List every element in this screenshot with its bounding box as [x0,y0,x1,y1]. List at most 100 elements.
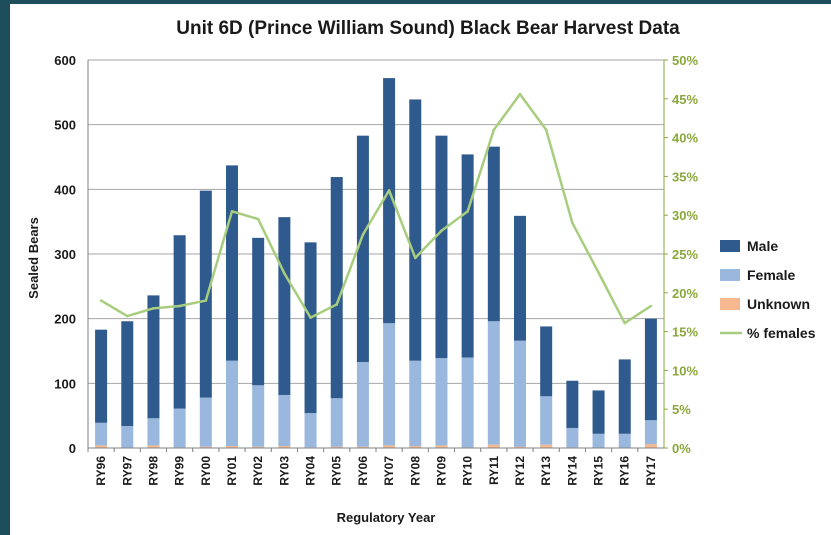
bar-unknown [540,444,553,448]
bar-female [644,420,657,445]
bar-unknown [644,444,657,448]
y2-tick-label: 0% [672,441,691,456]
y2-tick-label: 45% [672,92,698,107]
percent-females-point [387,189,391,192]
bar-male [409,99,422,361]
bar-unknown [147,445,160,448]
y-tick-label: 600 [54,53,76,68]
bar-unknown [383,445,396,448]
bar-male [330,177,343,399]
bar-male [121,321,134,427]
bar-male [461,154,474,358]
legend-swatch-female [720,269,740,281]
y2-tick-label: 20% [672,286,698,301]
x-tick-label: RY96 [94,456,108,486]
bar-unknown [514,446,526,448]
x-tick-label: RY11 [487,456,501,485]
y-tick-label: 300 [54,247,76,262]
bar-female [173,408,186,448]
bar-female [514,340,526,447]
y-axis-label: Sealed Bears [26,217,41,299]
x-tick-label: RY00 [199,456,213,486]
x-tick-label: RY97 [120,456,134,486]
percent-females-point [99,299,103,302]
bar-male [592,390,605,434]
x-tick-label: RY10 [461,456,475,486]
x-tick-label: RY98 [146,456,160,486]
bar-female [566,427,579,448]
y2-tick-label: 40% [672,131,698,146]
harvest-chart: Unit 6D (Prince William Sound) Black Bea… [26,18,816,525]
y-tick-label: 200 [54,312,76,327]
x-tick-label: RY02 [251,456,265,486]
bar-female [383,323,396,446]
percent-females-point [152,307,155,310]
x-tick-label: RY04 [304,456,318,486]
bar-female [356,361,369,447]
x-tick-label: RY12 [513,456,527,486]
bar-female [226,360,238,447]
x-tick-label: RY17 [644,456,658,486]
percent-females-point [125,314,129,318]
bar-male [435,135,448,359]
bar-unknown [199,446,212,448]
bar-male [278,217,291,395]
x-axis-label: Regulatory Year [337,510,436,525]
bar-male [514,215,526,341]
bar-female [252,385,265,447]
percent-females-point [256,217,260,221]
y2-tick-label: 35% [672,169,698,184]
percent-females-point [623,321,627,325]
percent-females-point [518,92,522,96]
y2-tick-label: 25% [672,247,698,262]
legend-label-percent-females: % females [747,325,816,341]
x-tick-label: RY14 [565,456,579,486]
bar-male [618,359,631,434]
bar-unknown [252,446,265,448]
percent-females-point [335,303,339,306]
y2-tick-label: 50% [672,53,698,68]
x-tick-label: RY08 [408,456,422,486]
bar-male [95,329,108,423]
legend-label-unknown: Unknown [747,296,810,312]
bars [95,78,657,448]
bar-female [435,358,448,446]
percent-females-point [649,304,653,308]
percent-females-point [361,233,365,236]
legend-label-female: Female [747,267,795,283]
bar-female [304,413,317,448]
x-tick-label: RY01 [225,456,239,486]
bar-female [278,394,291,447]
x-tick-label: RY05 [330,456,344,486]
chart-title: Unit 6D (Prince William Sound) Black Bea… [176,18,680,39]
y2-tick-label: 30% [672,208,698,223]
axes [87,59,668,452]
bar-male [252,237,265,386]
legend: Male Female Unknown % females [720,238,816,341]
percent-females-point [230,210,234,213]
percent-females-line [100,92,652,325]
bar-unknown [435,445,448,448]
bar-male [173,235,186,409]
bar-female [409,360,422,447]
bar-male [566,380,579,428]
bar-unknown [95,445,108,448]
bar-female [199,397,212,447]
percent-females-point [283,272,286,275]
bar-unknown [226,446,238,448]
y-tick-label: 100 [54,376,76,391]
bar-male [199,190,212,398]
x-tick-label: RY99 [173,456,187,486]
percent-females-point [440,229,443,233]
bar-unknown [409,446,422,448]
bar-unknown [356,446,369,448]
bar-unknown [278,446,291,448]
bar-female [461,357,474,448]
bar-female [121,426,134,448]
bar-male [147,295,160,419]
bar-female [618,433,631,448]
bar-unknown [330,446,343,448]
bar-female [95,422,108,446]
bar-male [540,326,553,397]
x-tick-label: RY09 [434,456,448,486]
